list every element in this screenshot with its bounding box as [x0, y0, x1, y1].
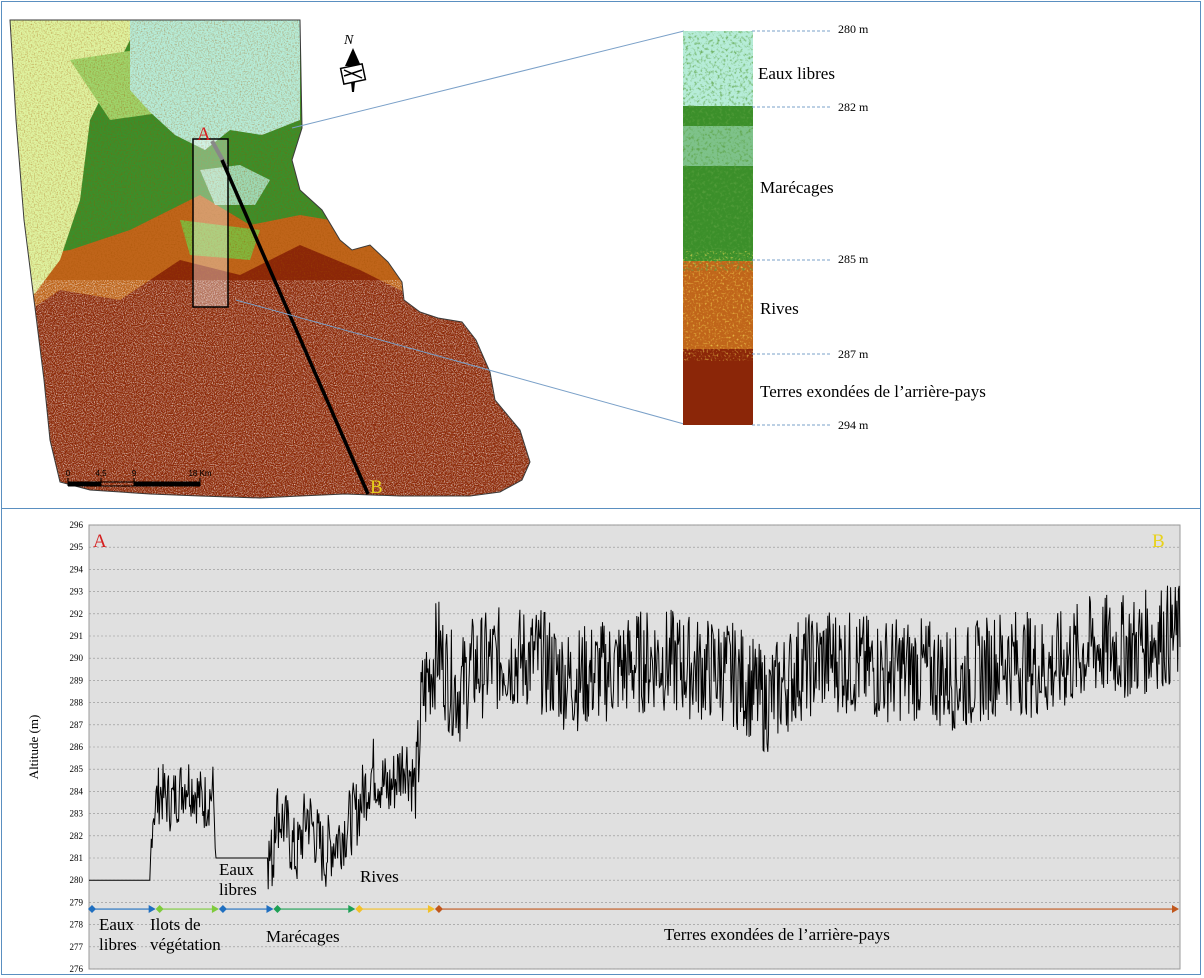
zone-marker — [273, 905, 282, 914]
map-point-a: A — [197, 124, 211, 145]
zone-marker — [88, 905, 96, 914]
y-tick-label: 283 — [70, 809, 84, 819]
zone-label-vegetation-islets: Ilots de végétation — [150, 915, 221, 954]
map-point-b: B — [370, 477, 383, 498]
y-tick-label: 277 — [70, 942, 84, 952]
elevation-282: 282 m — [838, 100, 869, 114]
y-tick-label: 280 — [70, 875, 84, 885]
zoom-strip — [683, 31, 753, 425]
north-arrow-icon — [345, 48, 361, 66]
elevation-287: 287 m — [838, 347, 869, 361]
zone-marker — [218, 905, 227, 914]
zone-arrowhead — [266, 905, 274, 914]
strip-label-dry-land: Terres exondées de l’arrière-pays — [760, 382, 986, 401]
y-tick-label: 292 — [70, 609, 84, 619]
zone-label-open-water-1: Eaux libres — [99, 915, 137, 954]
scale-tick-2: 9 — [132, 469, 137, 478]
zone-label-open-water-2: Eaux libres — [219, 860, 257, 899]
zone-marker — [155, 905, 164, 914]
strip-label-banks: Rives — [760, 299, 799, 318]
zone-arrowhead — [148, 905, 156, 914]
zone-marker — [434, 905, 443, 914]
y-tick-label: 284 — [70, 786, 84, 796]
zone-label-banks: Rives — [360, 867, 399, 886]
y-tick-label: 285 — [70, 764, 84, 774]
zone-marker — [355, 905, 364, 914]
profile-line — [89, 585, 1181, 890]
panel-divider — [1, 508, 1201, 509]
zoom-strip-leaders — [752, 30, 830, 426]
y-tick-label: 289 — [70, 675, 84, 685]
transect-line — [220, 159, 370, 495]
scale-bar: 0 4,5 9 18 Km — [66, 469, 212, 487]
profile-point-a: A — [93, 531, 107, 552]
y-tick-label: 276 — [70, 964, 84, 974]
y-tick-label: 288 — [70, 698, 84, 708]
classification-map: A B N 0 4,5 9 18 Km — [9, 19, 531, 499]
y-tick-label: 293 — [70, 587, 84, 597]
y-axis-label: Altitude (m) — [26, 715, 41, 780]
elevation-280: 280 m — [838, 22, 869, 36]
strip-dry-land — [683, 349, 753, 425]
zone-label-marsh: Marécages — [266, 927, 340, 946]
scale-tick-0: 0 — [66, 469, 71, 478]
y-tick-label: 278 — [70, 920, 84, 930]
y-tick-label: 279 — [70, 897, 84, 907]
profile-point-b: B — [1152, 531, 1165, 552]
scale-tick-1: 4,5 — [95, 469, 107, 478]
y-tick-label: 290 — [70, 653, 84, 663]
zone-arrowhead — [427, 905, 435, 914]
zoom-connectors — [235, 30, 685, 425]
elevation-profile-chart: 276 277 278 279 280 281 282 283 284 285 286 287 288 2… — [26, 520, 1181, 974]
y-tick-label: 287 — [70, 720, 84, 730]
y-tick-label: 281 — [70, 853, 84, 863]
north-label: N — [343, 33, 354, 48]
zone-label-dry-land: Terres exondées de l’arrière-pays — [664, 925, 890, 944]
y-tick-label: 291 — [70, 631, 84, 641]
zone-arrowhead — [1172, 905, 1179, 914]
zone-arrowhead — [211, 905, 219, 914]
zone-arrowhead — [348, 905, 356, 914]
north-arrow: N — [339, 33, 367, 92]
y-tick-label: 286 — [70, 742, 84, 752]
y-tick-label: 295 — [70, 542, 84, 552]
y-tick-label: 282 — [70, 831, 84, 841]
strip-label-marsh: Marécages — [760, 178, 834, 197]
elevation-285: 285 m — [838, 252, 869, 266]
elevation-294: 294 m — [838, 418, 869, 432]
zoom-window — [192, 138, 229, 308]
strip-label-open-water: Eaux libres — [758, 64, 835, 83]
y-tick-label: 294 — [70, 564, 84, 574]
y-tick-label: 296 — [70, 520, 84, 530]
scale-tick-3: 18 Km — [188, 469, 211, 478]
